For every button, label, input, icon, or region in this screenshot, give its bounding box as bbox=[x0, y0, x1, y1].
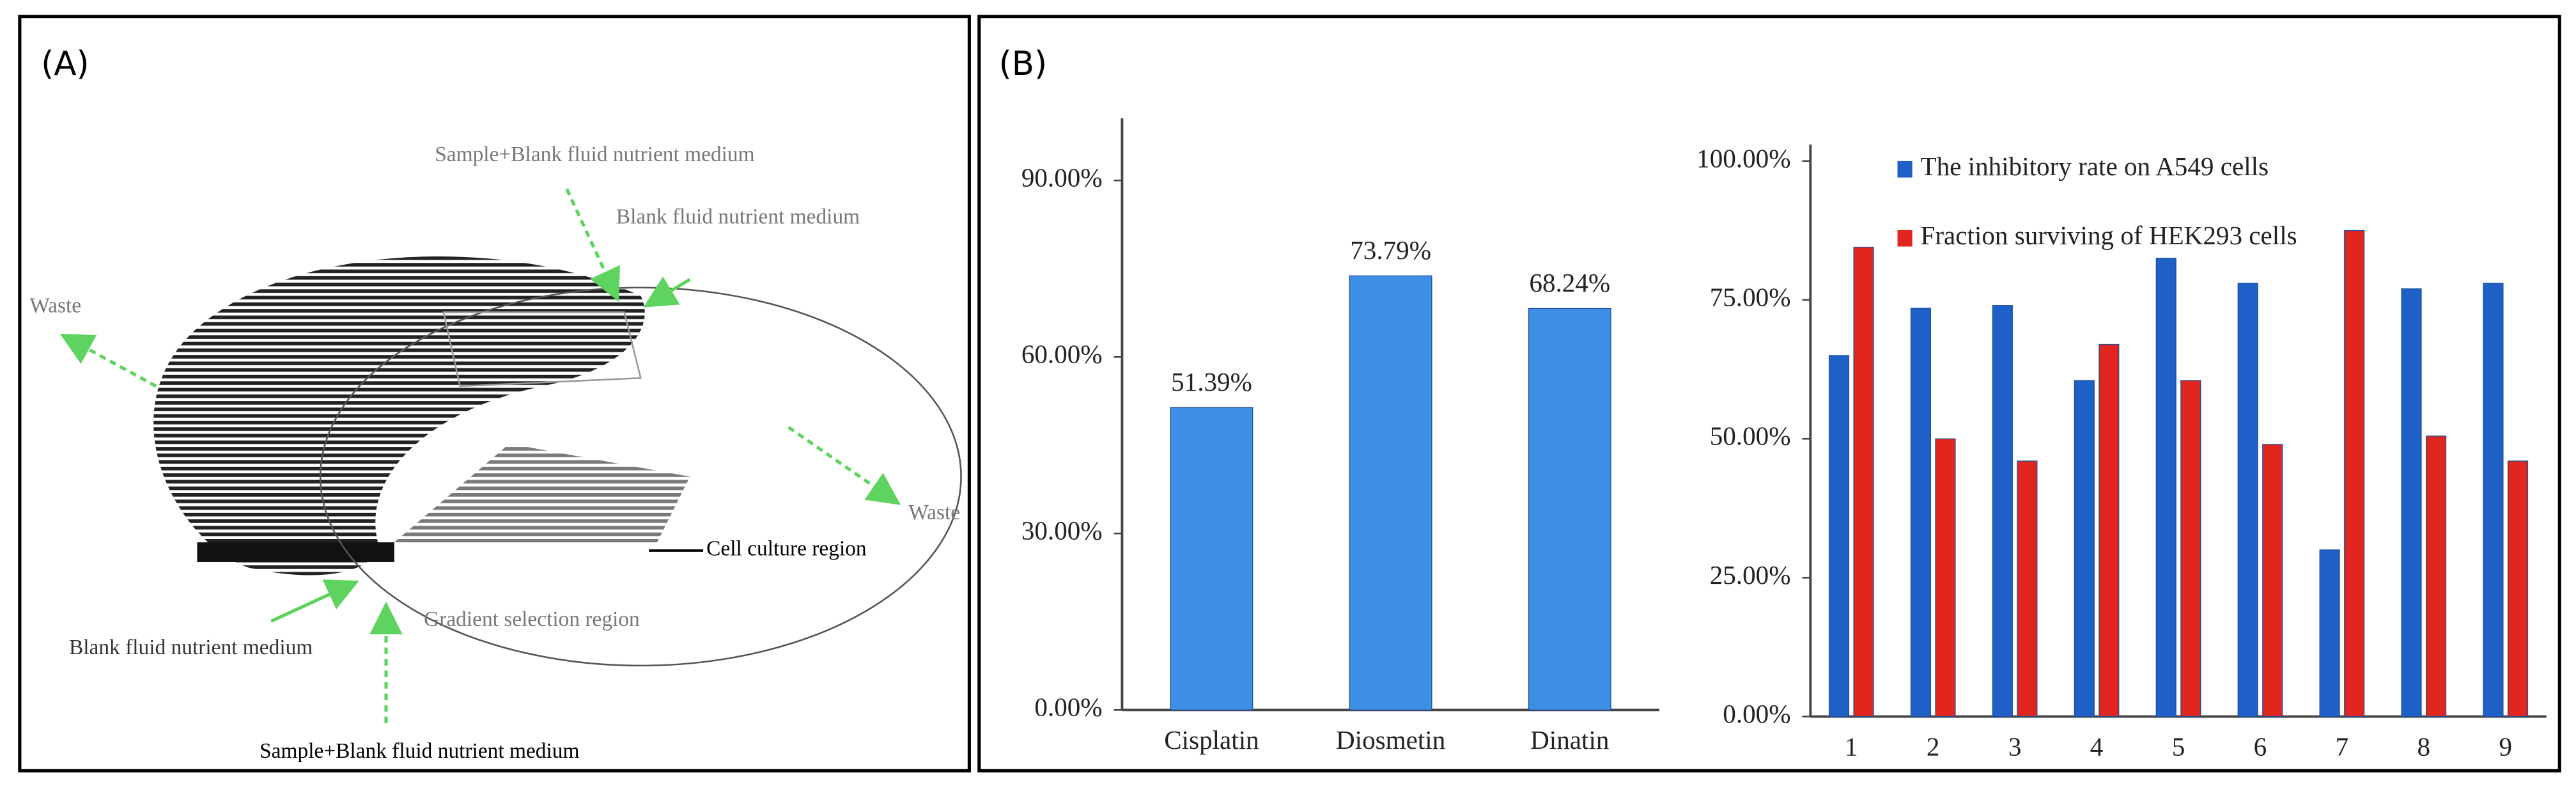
chip-diagram bbox=[59, 188, 962, 723]
x-tick-label: 1 bbox=[1845, 732, 1858, 761]
x-tick-label: 5 bbox=[2172, 732, 2185, 761]
bar bbox=[2426, 435, 2447, 717]
bar bbox=[1349, 275, 1432, 710]
value-label: 51.39% bbox=[1171, 367, 1252, 396]
bar bbox=[2017, 460, 2038, 717]
x-tick-label: 4 bbox=[2090, 732, 2104, 761]
x-tick-label: 6 bbox=[2254, 732, 2267, 761]
value-label: 68.24% bbox=[1529, 268, 1610, 297]
y-tick-label: 25.00% bbox=[1710, 560, 1791, 590]
bar bbox=[1935, 438, 1956, 717]
panel-label: (B) bbox=[999, 45, 1047, 83]
bar bbox=[2483, 283, 2504, 717]
y-tick-label: 90.00% bbox=[1021, 163, 1103, 192]
y-tick-label: 75.00% bbox=[1710, 282, 1791, 311]
bar bbox=[2099, 343, 2120, 717]
panel-b-border bbox=[977, 15, 2561, 772]
bar bbox=[2319, 549, 2340, 717]
y-tick-label: 0.00% bbox=[1034, 693, 1102, 722]
legend-label: The inhibitory rate on A549 cells bbox=[1920, 152, 2269, 181]
diagram-label: Cell culture region bbox=[706, 537, 867, 561]
bar bbox=[2401, 288, 2422, 717]
x-tick-label: Diosmetin bbox=[1336, 725, 1445, 755]
diagram-label: Sample+Blank fluid nutrient medium bbox=[435, 143, 754, 166]
bar bbox=[2155, 258, 2176, 717]
diagram-label: Waste bbox=[29, 294, 81, 317]
diagram-label: Blank fluid nutrient medium bbox=[616, 205, 860, 228]
panel-label: (A) bbox=[41, 45, 89, 83]
bar bbox=[1910, 308, 1931, 717]
bar bbox=[2344, 230, 2365, 717]
x-tick-label: Dinatin bbox=[1530, 725, 1609, 755]
legend-swatch bbox=[1897, 230, 1913, 247]
diagram-label: Waste bbox=[908, 501, 960, 524]
x-tick-label: 2 bbox=[1927, 732, 1940, 761]
bar bbox=[1828, 355, 1850, 717]
x-tick-label: 9 bbox=[2499, 732, 2512, 761]
y-tick-label: 60.00% bbox=[1021, 340, 1103, 369]
x-tick-label: 8 bbox=[2417, 732, 2431, 761]
panel-a-border bbox=[18, 15, 971, 772]
y-tick-label: 0.00% bbox=[1723, 699, 1790, 728]
diagram-label: Sample+Blank fluid nutrient medium bbox=[260, 739, 579, 763]
bar bbox=[2262, 444, 2283, 717]
x-tick-label: 3 bbox=[2008, 732, 2022, 761]
bar bbox=[1853, 246, 1874, 717]
bar bbox=[1170, 407, 1253, 710]
y-tick-label: 50.00% bbox=[1710, 421, 1791, 451]
y-tick-label: 30.00% bbox=[1021, 516, 1103, 545]
bar bbox=[2237, 283, 2258, 717]
y-tick-label: 100.00% bbox=[1696, 143, 1790, 173]
bar bbox=[2507, 460, 2529, 717]
bar bbox=[1528, 308, 1611, 710]
bar bbox=[1992, 305, 2013, 717]
bar bbox=[2180, 380, 2201, 717]
x-tick-label: 7 bbox=[2336, 732, 2349, 761]
legend-label: Fraction surviving of HEK293 cells bbox=[1920, 221, 2297, 250]
diagram-label: Gradient selection region bbox=[424, 607, 640, 631]
legend-swatch bbox=[1897, 161, 1913, 178]
bar bbox=[2074, 380, 2095, 717]
value-label: 73.79% bbox=[1350, 235, 1431, 265]
diagram-label: Blank fluid nutrient medium bbox=[69, 636, 313, 659]
x-tick-label: Cisplatin bbox=[1164, 725, 1259, 755]
